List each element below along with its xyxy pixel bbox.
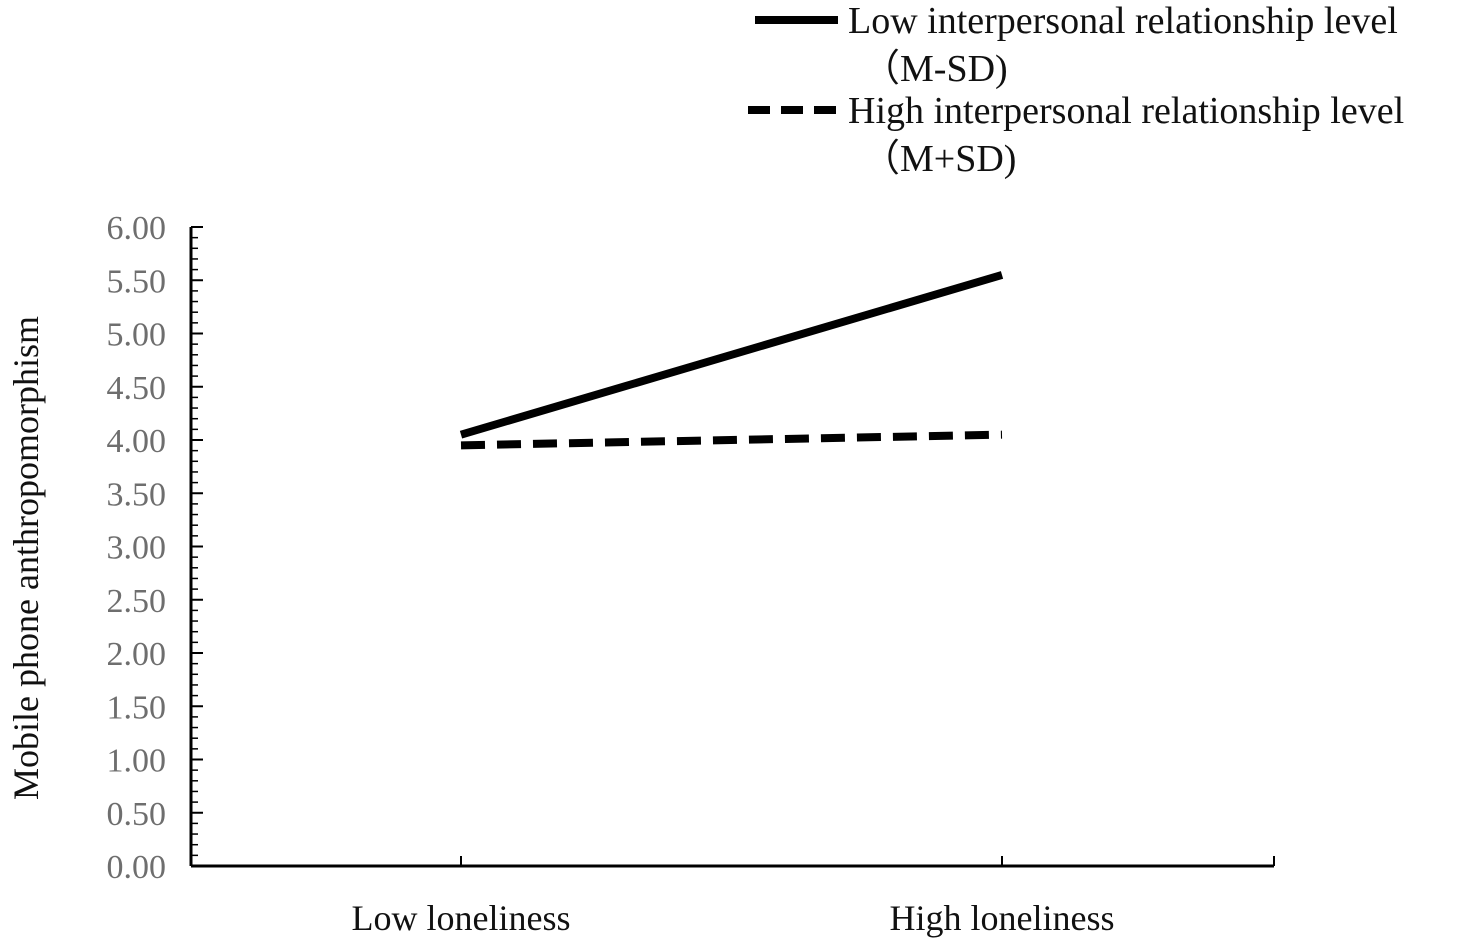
legend-label-low-relationship-suffix: （M-SD) (862, 48, 1008, 90)
x-category-label: High loneliness (890, 898, 1115, 938)
axes (189, 227, 1274, 868)
y-tick-label: 5.50 (107, 263, 167, 300)
y-tick-label: 3.00 (107, 530, 167, 567)
y-tick-label: 1.50 (107, 689, 167, 726)
y-tick-label: 1.00 (107, 743, 167, 780)
series-line-high-relationship (460, 430, 1003, 450)
x-category-label: Low loneliness (352, 898, 571, 938)
legend-label-high-relationship: High interpersonal relationship level (848, 90, 1404, 132)
y-tick-label: 3.50 (107, 476, 167, 513)
y-tick-label: 2.00 (107, 636, 167, 673)
y-tick-label: 0.00 (107, 849, 167, 886)
y-tick-label: 4.50 (107, 370, 167, 407)
legend-label-high-relationship-suffix: （M+SD) (862, 138, 1016, 180)
series-lines (459, 271, 1004, 450)
legend-label-low-relationship: Low interpersonal relationship level (848, 0, 1398, 42)
y-tick-label: 5.00 (107, 317, 167, 354)
series-line-low-relationship (459, 271, 1004, 439)
y-tick-label: 6.00 (107, 210, 167, 247)
y-axis-title: Mobile phone anthropomorphism (6, 316, 46, 800)
y-tick-labels: 0.00 0.50 1.00 1.50 2.00 2.50 3.00 3.50 4.00 4.50… (107, 210, 167, 886)
y-tick-label: 0.50 (107, 796, 167, 833)
x-ticks (460, 856, 1275, 866)
x-tick-labels: Low loneliness High loneliness (352, 898, 1115, 938)
y-tick-label: 4.00 (107, 423, 167, 460)
legend: Low interpersonal relationship level （M-… (748, 0, 1404, 180)
y-tick-label: 2.50 (107, 583, 167, 620)
y-ticks (191, 226, 203, 867)
